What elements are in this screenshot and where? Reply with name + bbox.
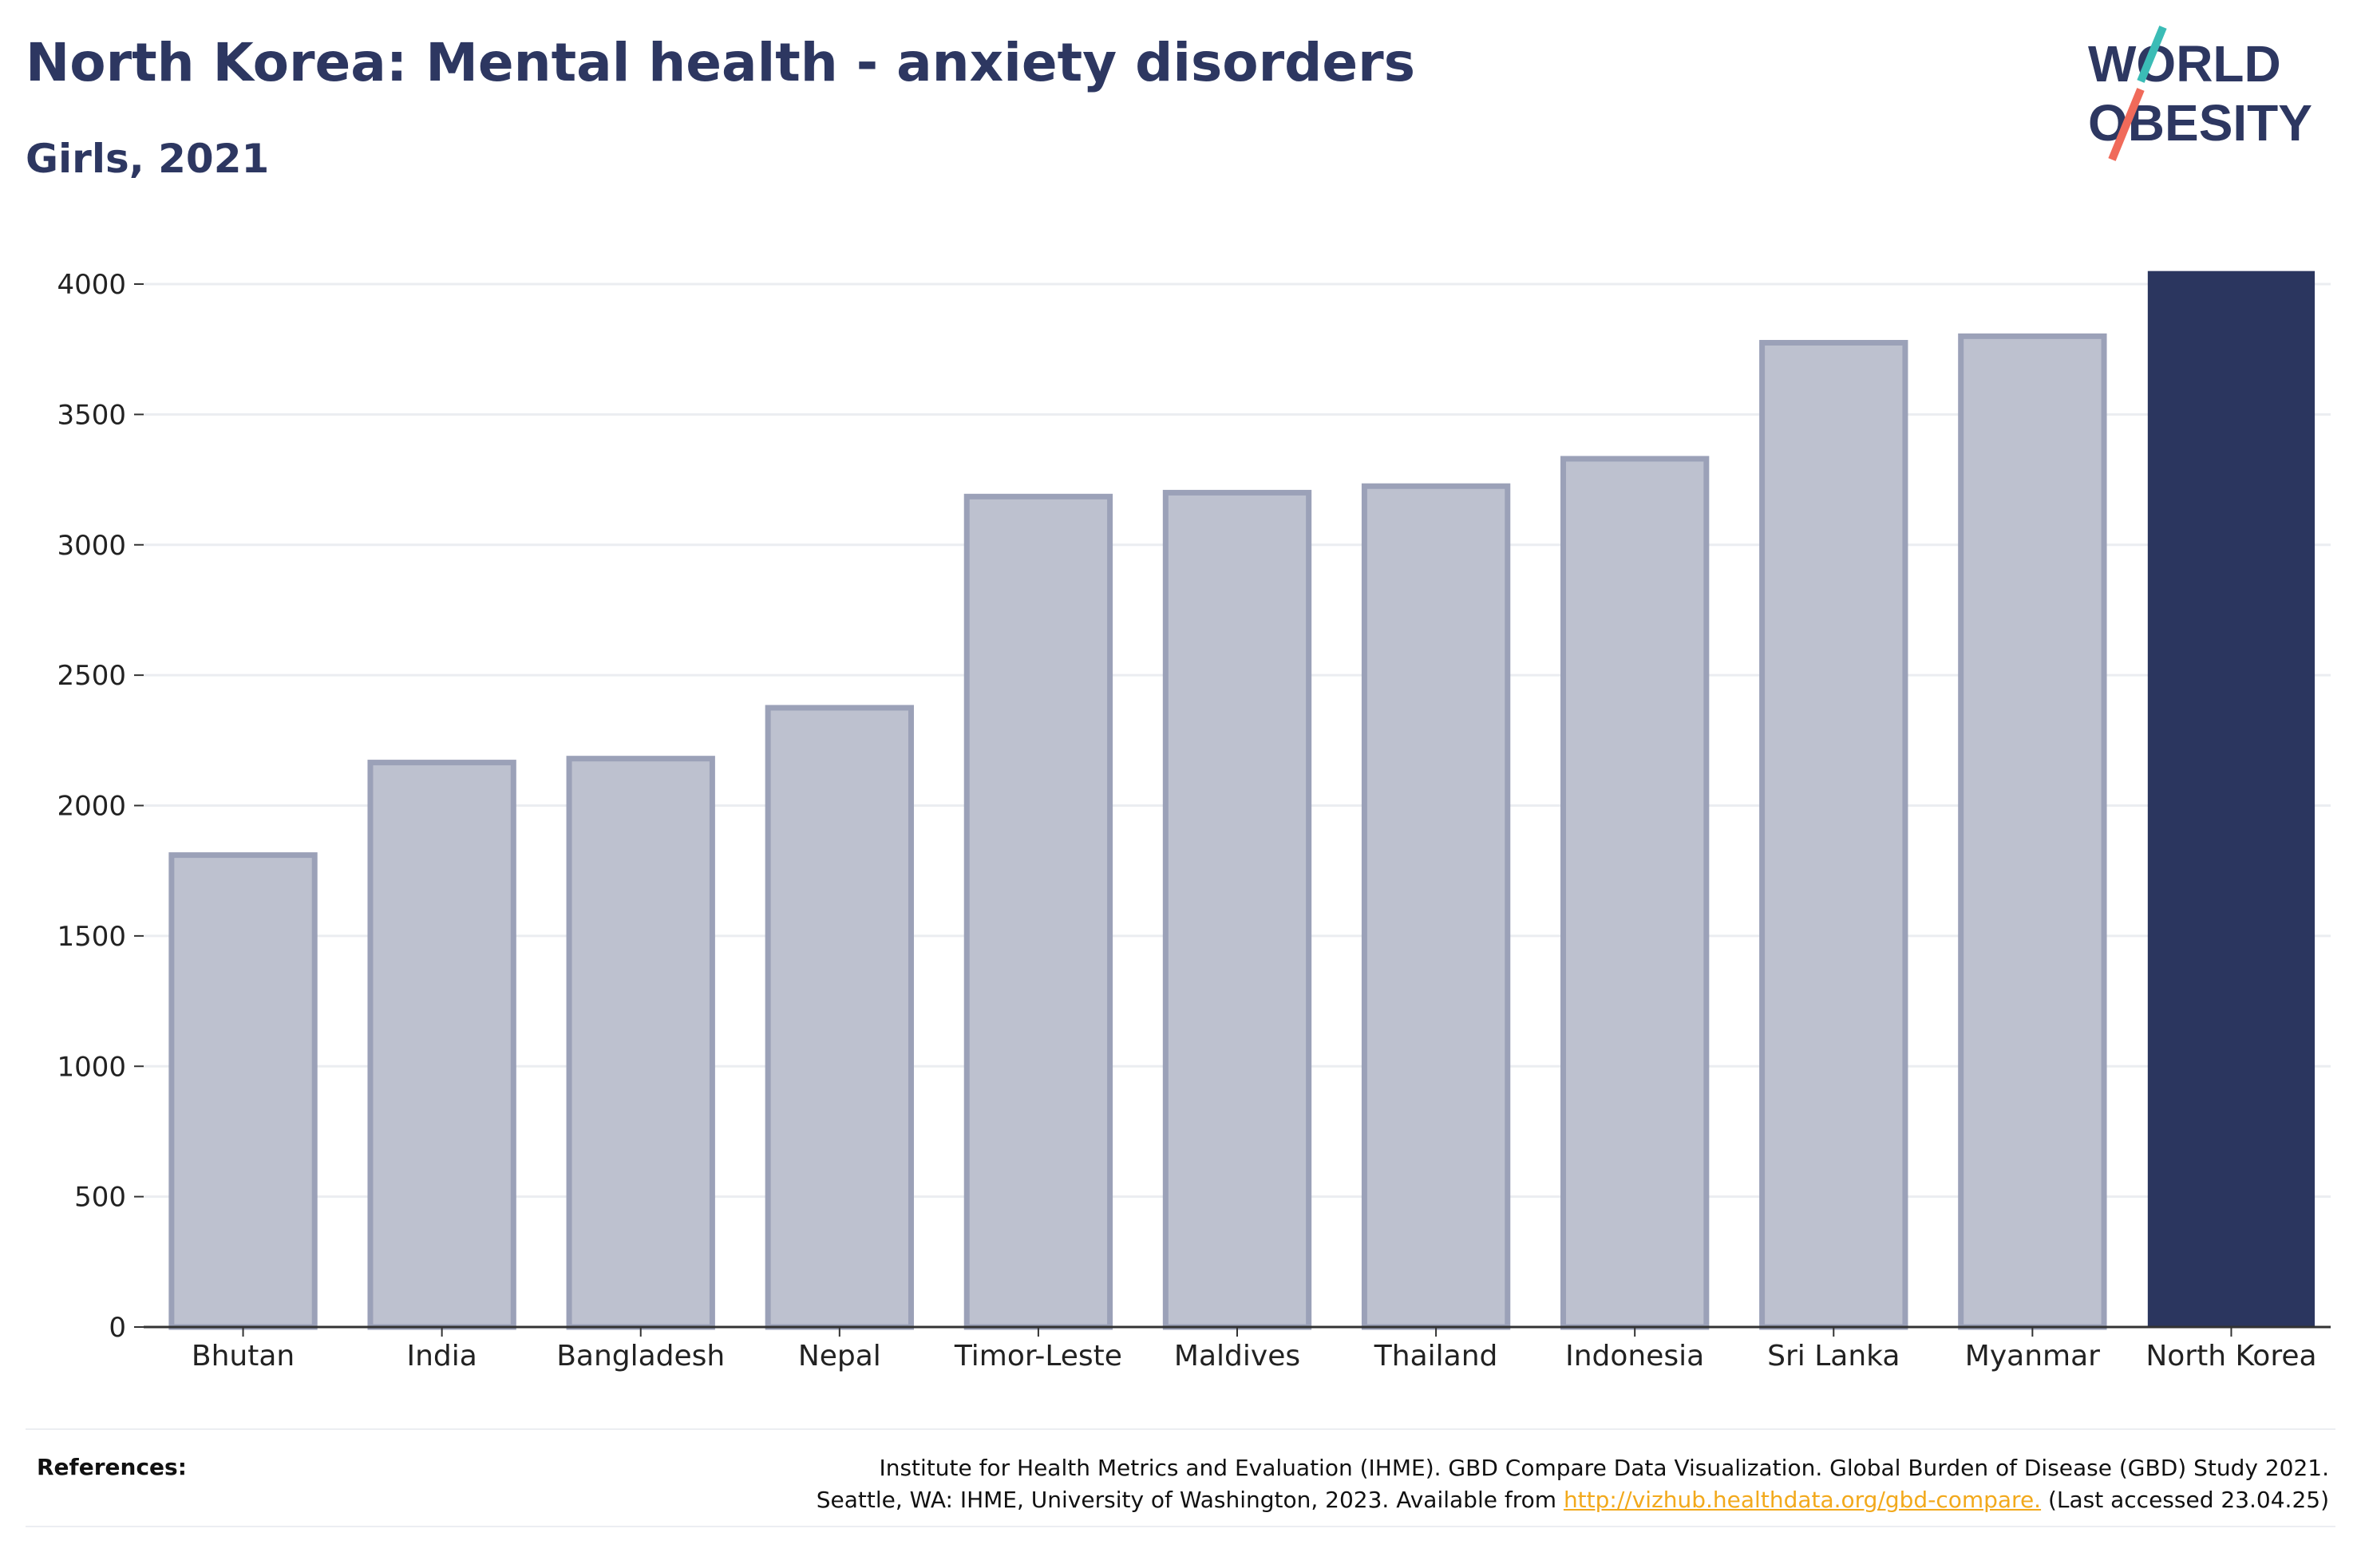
y-tick-label: 4000	[57, 269, 126, 301]
bar-sri-lanka	[1759, 340, 1908, 1330]
bar-chart: 0 500 1000 1500 2000 2500 3000 3500 4000 Bhutan I…	[57, 269, 2331, 1372]
x-axis: Bhutan India Bangladesh Nepal Timor-Leste Mal…	[144, 1325, 2331, 1372]
references-label: References:	[37, 1454, 187, 1480]
x-tick-label: Maldives	[1174, 1340, 1300, 1372]
references-link[interactable]: http://vizhub.healthdata.org/gbd-compare…	[1563, 1487, 2042, 1513]
y-tick-label: 500	[74, 1182, 126, 1214]
bars	[168, 271, 2316, 1330]
references-text: Institute for Health Metrics and Evaluat…	[817, 1452, 2329, 1516]
y-axis: 0 500 1000 1500 2000 2500 3000 3500 4000	[57, 269, 144, 1344]
references-line1: Institute for Health Metrics and Evaluat…	[879, 1455, 2329, 1481]
x-tick-label: Nepal	[798, 1340, 881, 1372]
y-tick-label: 1000	[57, 1051, 126, 1083]
y-tick-label: 2000	[57, 791, 126, 823]
y-tick-label: 1500	[57, 921, 126, 953]
y-tick-label: 2500	[57, 660, 126, 692]
bar-myanmar	[1958, 333, 2107, 1330]
references-section: References: Institute for Health Metrics…	[26, 1428, 2335, 1527]
x-tick-label: Indonesia	[1565, 1340, 1704, 1372]
logo-accent-coral	[2108, 88, 2145, 161]
bar-bangladesh	[566, 756, 715, 1330]
bar-timor-leste	[963, 493, 1113, 1330]
x-tick-label: Myanmar	[1965, 1340, 2100, 1372]
bar-india	[367, 760, 516, 1330]
references-line2: Seattle, WA: IHME, University of Washing…	[817, 1484, 2329, 1516]
x-tick-label: India	[406, 1340, 477, 1372]
x-tick-label: Bhutan	[192, 1340, 295, 1372]
chart-subtitle: Girls, 2021	[26, 136, 270, 182]
world-obesity-logo: WORLD OBESITY	[2088, 26, 2312, 161]
logo-accent-teal	[2137, 26, 2167, 83]
y-tick-label: 3000	[57, 530, 126, 562]
x-tick-label: Sri Lanka	[1767, 1340, 1900, 1372]
x-tick-label: North Korea	[2145, 1340, 2316, 1372]
x-tick-label: Bangladesh	[556, 1340, 725, 1372]
chart-title: North Korea: Mental health - anxiety dis…	[26, 32, 1416, 93]
x-tick-label: Timor-Leste	[954, 1340, 1122, 1372]
y-tick-label: 0	[109, 1312, 126, 1344]
references-line2-suffix: (Last accessed 23.04.25)	[2047, 1487, 2329, 1513]
bar-bhutan	[168, 852, 318, 1330]
y-tick-label: 3500	[57, 399, 126, 431]
x-tick-label: Thailand	[1374, 1340, 1498, 1372]
bar-maldives	[1162, 489, 1312, 1330]
references-line2-prefix: Seattle, WA: IHME, University of Washing…	[816, 1487, 1557, 1513]
bar-north-korea	[2147, 271, 2316, 1328]
bar-nepal	[765, 705, 914, 1330]
bar-thailand	[1361, 483, 1511, 1330]
bar-indonesia	[1560, 456, 1710, 1330]
logo-line1: WORLD	[2088, 35, 2281, 93]
